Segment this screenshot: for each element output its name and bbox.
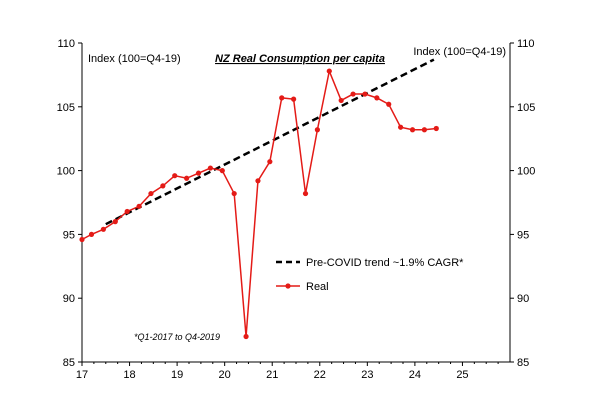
series-real-point [421, 127, 427, 133]
series-real-point [243, 333, 249, 340]
series-real-point [338, 97, 344, 104]
series-trend-line [105, 58, 435, 226]
legend-trend-label: Pre-COVID trend ~1.9% CAGR* [306, 257, 464, 269]
y-tick-label-right: 100 [517, 166, 535, 178]
series-real-point [374, 95, 380, 101]
series-real-point [314, 127, 320, 133]
y-tick-label-left: 110 [57, 38, 75, 50]
series-real-point [160, 183, 166, 189]
y-tick-label-left: 85 [63, 357, 75, 369]
series-real-point [112, 219, 118, 225]
series-real-point [362, 91, 368, 97]
series-real-point [350, 91, 356, 97]
series-real-point [291, 96, 297, 102]
y-tick-label-left: 100 [57, 166, 75, 178]
y-axis-label-right: Index (100=Q4-19) [413, 46, 506, 58]
x-tick-label: 21 [266, 369, 278, 381]
series-real-line [81, 68, 437, 337]
annotation: *Q1-2017 to Q4-2019 [134, 332, 220, 342]
series-real-point [88, 231, 95, 237]
x-tick-label: 25 [456, 369, 468, 381]
series-real-point [255, 178, 261, 184]
legend: Pre-COVID trend ~1.9% CAGR* Real [276, 257, 464, 293]
x-tick-label: 23 [361, 369, 373, 381]
y-tick-label-right: 95 [517, 229, 529, 241]
y-tick-label-left: 105 [57, 102, 75, 114]
y-tick-label-left: 95 [63, 229, 75, 241]
chart-title: NZ Real Consumption per capita [215, 53, 385, 65]
series-real-point [100, 226, 106, 232]
series-real-point [184, 175, 190, 181]
y-tick-label-left: 90 [63, 293, 75, 305]
x-tick-label: 17 [76, 369, 88, 381]
series-real-point [398, 124, 404, 130]
series-real-point [136, 203, 142, 209]
series-real-point [279, 95, 285, 101]
series-real-point [433, 125, 439, 132]
x-tick-label: 19 [171, 369, 183, 381]
y-tick-label-right: 85 [517, 357, 529, 369]
y-tick-label-right: 105 [517, 102, 535, 114]
series-real-point [326, 68, 332, 74]
series-real-point [195, 170, 202, 176]
series-real-point [79, 236, 85, 243]
series-layer [79, 58, 439, 340]
y-axis-label-left: Index (100=Q4-19) [88, 53, 181, 65]
x-tick-label: 20 [219, 369, 231, 381]
series-real-point [267, 159, 273, 165]
series-real-point [148, 190, 154, 197]
x-tick-label: 18 [123, 369, 135, 381]
series-real-point [207, 165, 213, 171]
legend-real-label: Real [306, 281, 329, 293]
series-real-point [124, 208, 130, 215]
series-real-point [219, 168, 225, 174]
axes: 85 85 90 90 95 95 100 100 105 105 110 110 17 18 19 20 21… [57, 38, 536, 381]
series-real-point [172, 173, 178, 179]
series-real-point [386, 101, 392, 107]
series-real-point [231, 190, 237, 197]
series-real-point [302, 190, 309, 197]
x-tick-label: 22 [314, 369, 326, 381]
x-tick-label: 24 [409, 369, 421, 381]
y-tick-label-right: 90 [517, 293, 529, 305]
series-real-point [409, 127, 416, 133]
legend-real-marker [285, 283, 291, 289]
y-tick-label-right: 110 [517, 38, 535, 50]
